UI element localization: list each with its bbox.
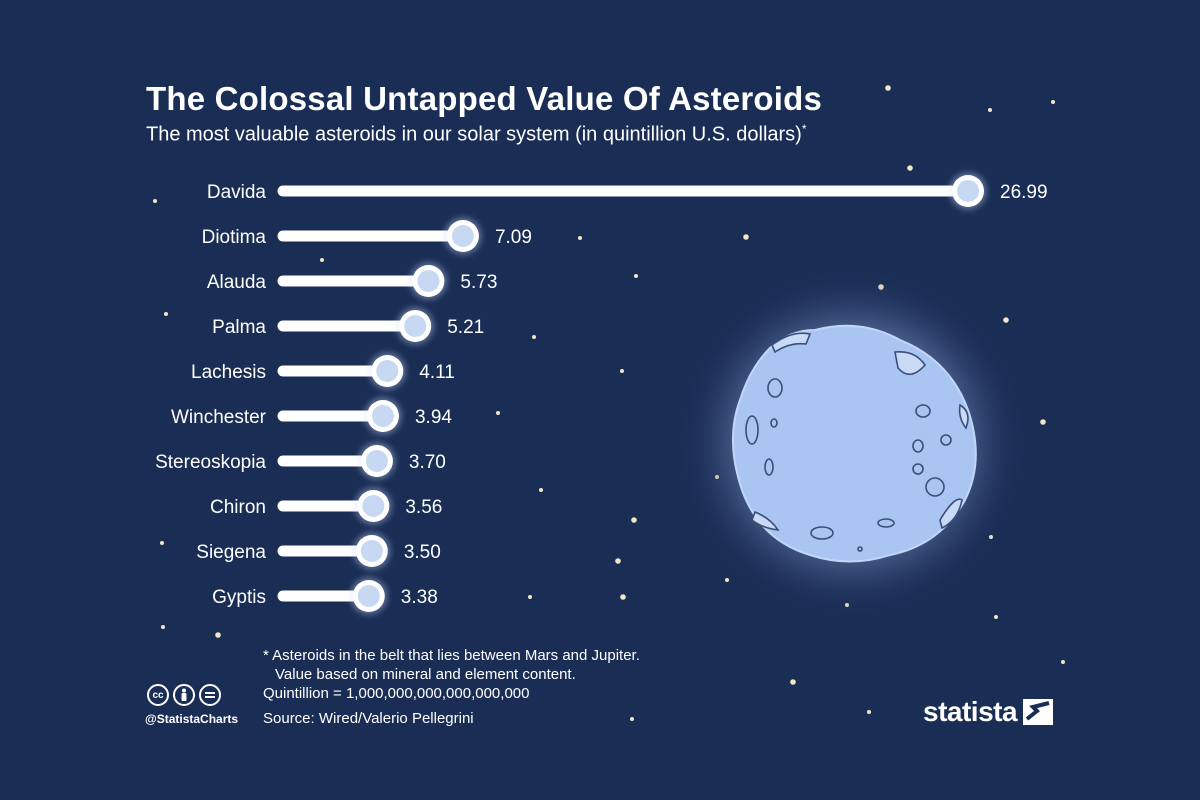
footnote: * Asteroids in the belt that lies betwee… bbox=[263, 646, 640, 703]
bar-marker bbox=[362, 495, 385, 517]
star-dot bbox=[988, 108, 992, 112]
star-dot bbox=[1051, 100, 1055, 104]
star-dot bbox=[994, 615, 998, 619]
star-dot bbox=[496, 411, 500, 415]
star-dot bbox=[153, 199, 157, 203]
star-dot bbox=[620, 369, 624, 373]
star-dot bbox=[743, 234, 749, 240]
value-label: 3.56 bbox=[405, 497, 442, 518]
social-handle: @StatistaCharts bbox=[145, 712, 239, 726]
bar-marker bbox=[451, 225, 474, 247]
asteroid-illustration bbox=[677, 268, 1027, 618]
category-label: Diotima bbox=[202, 227, 267, 248]
value-label: 3.50 bbox=[404, 542, 441, 563]
license-icons: cc bbox=[147, 684, 221, 706]
value-label: 3.38 bbox=[401, 587, 438, 608]
source-note: Source: Wired/Valerio Pellegrini bbox=[263, 710, 474, 727]
category-label: Lachesis bbox=[191, 362, 266, 383]
star-dot bbox=[320, 258, 324, 262]
star-dot bbox=[885, 85, 891, 91]
star-dot bbox=[539, 488, 543, 492]
subtitle-footnote-marker: * bbox=[801, 122, 807, 136]
star-dot bbox=[215, 632, 221, 638]
cc-icon: cc bbox=[147, 684, 169, 706]
value-label: 3.94 bbox=[415, 407, 452, 428]
value-label: 3.70 bbox=[409, 452, 446, 473]
category-label: Stereoskopia bbox=[155, 452, 266, 473]
category-label: Siegena bbox=[196, 542, 266, 563]
category-label: Palma bbox=[212, 317, 266, 338]
equals-icon bbox=[199, 684, 221, 706]
bar-marker bbox=[360, 540, 383, 562]
value-label: 7.09 bbox=[495, 227, 532, 248]
star-dot bbox=[532, 335, 536, 339]
star-dot bbox=[631, 517, 637, 523]
statista-wordmark: statista bbox=[923, 696, 1018, 727]
category-label: Chiron bbox=[210, 497, 266, 518]
footnote-line-2: Value based on mineral and element conte… bbox=[275, 666, 576, 683]
value-label: 4.11 bbox=[419, 362, 455, 383]
category-label: Gyptis bbox=[212, 587, 266, 608]
star-dot bbox=[725, 578, 729, 582]
star-dot bbox=[790, 679, 796, 685]
star-dot bbox=[1003, 317, 1009, 323]
star-dot bbox=[867, 710, 871, 714]
category-label: Alauda bbox=[207, 272, 267, 293]
star-dot bbox=[161, 625, 165, 629]
footnote-line-1: * Asteroids in the belt that lies betwee… bbox=[263, 647, 640, 664]
star-dot bbox=[615, 558, 621, 564]
subtitle-text: The most valuable asteroids in our solar… bbox=[146, 123, 802, 146]
statista-mark-icon bbox=[1023, 699, 1054, 725]
star-dot bbox=[1040, 419, 1046, 425]
chart-title: The Colossal Untapped Value Of Asteroids bbox=[146, 80, 823, 117]
bar-marker bbox=[957, 180, 979, 202]
bar-chart: Davida 26.99 Diotima 7.09 Alauda 5.73 Palma 5.2… bbox=[155, 172, 1048, 615]
chart-subtitle: The most valuable asteroids in our solar… bbox=[146, 122, 807, 147]
person-icon bbox=[173, 684, 195, 706]
value-label: 5.21 bbox=[447, 317, 484, 338]
bar-marker bbox=[365, 450, 388, 472]
bar-marker bbox=[417, 270, 440, 292]
statista-logo: statista bbox=[923, 696, 1054, 728]
bar-marker bbox=[376, 360, 399, 382]
category-label: Winchester bbox=[171, 407, 267, 428]
value-label: 5.73 bbox=[460, 272, 497, 293]
star-dot bbox=[578, 236, 582, 240]
star-dot bbox=[634, 274, 638, 278]
bar-marker bbox=[404, 315, 427, 337]
footnote-line-3: Quintillion = 1,000,000,000,000,000,000 bbox=[263, 685, 530, 702]
star-dot bbox=[1061, 660, 1065, 664]
star-dot bbox=[528, 595, 532, 599]
bar-marker bbox=[357, 585, 380, 607]
star-dot bbox=[160, 541, 164, 545]
star-dot bbox=[907, 165, 913, 171]
star-dot bbox=[620, 594, 626, 600]
value-label: 26.99 bbox=[1000, 182, 1048, 203]
star-dot bbox=[630, 717, 634, 721]
star-field bbox=[153, 85, 1065, 721]
category-label: Davida bbox=[207, 182, 267, 203]
bar-marker bbox=[371, 405, 394, 427]
star-dot bbox=[164, 312, 168, 316]
